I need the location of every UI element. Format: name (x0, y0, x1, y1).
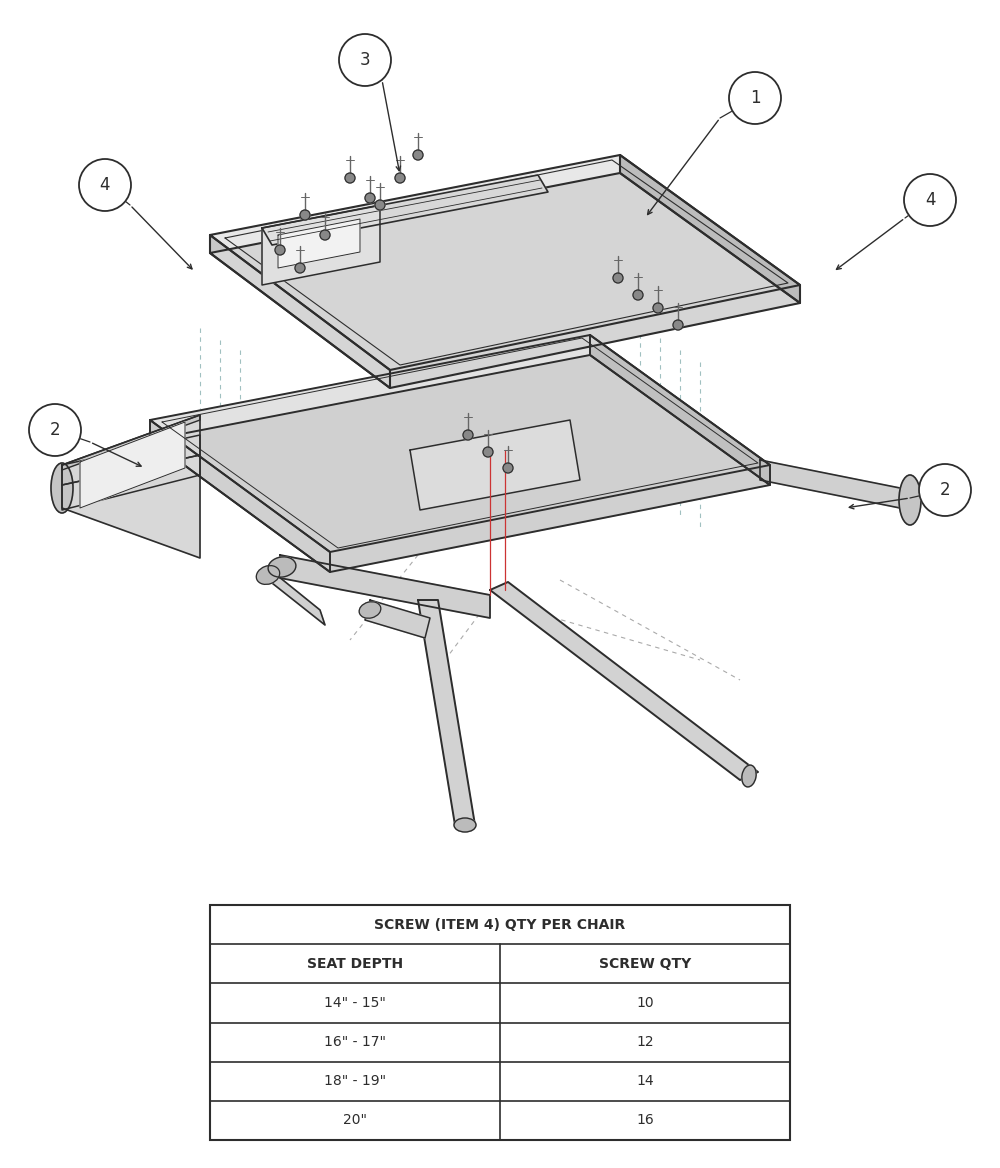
Polygon shape (210, 173, 800, 388)
Text: 3: 3 (360, 51, 370, 69)
Polygon shape (150, 420, 330, 572)
Polygon shape (262, 206, 380, 285)
Text: 2: 2 (50, 420, 60, 439)
Circle shape (275, 245, 285, 255)
Text: 16: 16 (636, 1113, 654, 1127)
Polygon shape (590, 335, 770, 485)
Circle shape (729, 72, 781, 124)
Circle shape (413, 150, 423, 160)
Circle shape (653, 303, 663, 313)
Text: 10: 10 (636, 996, 654, 1010)
Polygon shape (62, 415, 200, 558)
Polygon shape (268, 568, 325, 625)
Ellipse shape (51, 463, 73, 513)
Polygon shape (620, 155, 800, 303)
Ellipse shape (256, 565, 280, 584)
Text: 18" - 19": 18" - 19" (324, 1075, 386, 1089)
Circle shape (613, 273, 623, 283)
Polygon shape (262, 175, 548, 245)
Circle shape (300, 210, 310, 220)
Polygon shape (210, 235, 390, 388)
Polygon shape (365, 600, 430, 638)
Polygon shape (210, 155, 800, 370)
Circle shape (919, 464, 971, 516)
Text: 2: 2 (940, 481, 950, 499)
Circle shape (29, 404, 81, 456)
Circle shape (633, 290, 643, 300)
Polygon shape (278, 220, 360, 267)
Polygon shape (80, 422, 185, 508)
Ellipse shape (899, 475, 921, 524)
Polygon shape (62, 434, 200, 485)
Bar (210, 905, 790, 1140)
Polygon shape (760, 460, 910, 510)
Polygon shape (62, 415, 200, 470)
Text: 4: 4 (925, 192, 935, 209)
Circle shape (463, 430, 473, 440)
Ellipse shape (268, 557, 296, 577)
Circle shape (503, 463, 513, 473)
Circle shape (375, 200, 385, 210)
Text: 4: 4 (100, 176, 110, 194)
Ellipse shape (359, 602, 381, 618)
Polygon shape (62, 456, 200, 510)
Polygon shape (490, 582, 758, 780)
Circle shape (320, 230, 330, 239)
Text: 1: 1 (750, 89, 760, 107)
Text: SCREW QTY: SCREW QTY (599, 957, 691, 971)
Text: 14: 14 (636, 1075, 654, 1089)
Circle shape (395, 173, 405, 183)
Text: 14" - 15": 14" - 15" (324, 996, 386, 1010)
Polygon shape (410, 420, 580, 510)
Polygon shape (150, 335, 770, 552)
Text: 12: 12 (636, 1035, 654, 1049)
Circle shape (339, 34, 391, 86)
Polygon shape (418, 600, 475, 825)
Circle shape (365, 193, 375, 203)
Circle shape (345, 173, 355, 183)
Circle shape (295, 263, 305, 273)
Ellipse shape (454, 818, 476, 832)
Text: 16" - 17": 16" - 17" (324, 1035, 386, 1049)
Text: SCREW (ITEM 4) QTY PER CHAIR: SCREW (ITEM 4) QTY PER CHAIR (374, 918, 626, 932)
Text: SEAT DEPTH: SEAT DEPTH (307, 957, 403, 971)
Circle shape (483, 447, 493, 457)
Circle shape (904, 174, 956, 225)
Ellipse shape (742, 765, 756, 787)
Polygon shape (280, 555, 490, 618)
Circle shape (673, 320, 683, 331)
Text: 20": 20" (343, 1113, 367, 1127)
Polygon shape (150, 355, 770, 572)
Circle shape (79, 159, 131, 211)
